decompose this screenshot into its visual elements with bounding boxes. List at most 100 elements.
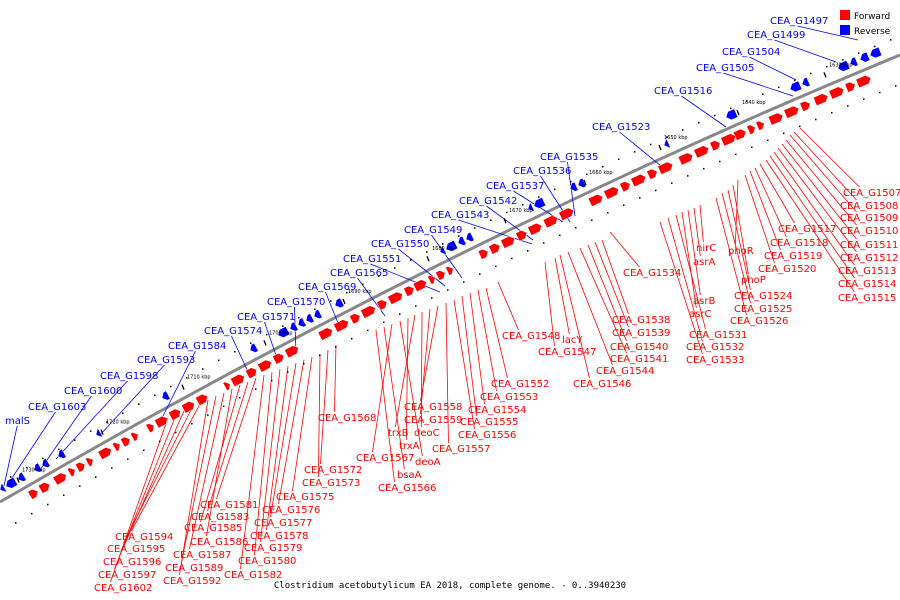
- forward-leader-line: [119, 410, 185, 557]
- forward-gene-label: CEA_G1526: [730, 316, 788, 327]
- forward-gene-label: CEA_G1582: [224, 570, 282, 581]
- forward-gene-label: CEA_G1555: [460, 417, 518, 428]
- forward-gene-label: CEA_G1544: [596, 366, 654, 377]
- minor-tick-dot: [15, 522, 17, 524]
- forward-leader-line: [270, 362, 297, 518]
- forward-gene-arrow: [360, 305, 376, 319]
- kbp-tick-label: 1650 kbp: [664, 135, 688, 141]
- forward-gene-arrow: [587, 193, 603, 207]
- reverse-gene-label: CEA_G1600: [64, 386, 122, 397]
- forward-gene-arrow: [799, 100, 811, 112]
- minor-tick-dot: [698, 121, 700, 124]
- forward-leader-line: [110, 417, 169, 583]
- minor-tick-dot: [538, 196, 540, 198]
- forward-gene-label: CEA_G1539: [612, 328, 670, 339]
- minor-tick-dot: [815, 118, 817, 121]
- reverse-gene-arrow: [57, 448, 67, 459]
- forward-leader-line: [727, 189, 751, 291]
- minor-tick-dot: [634, 151, 636, 153]
- reverse-gene-label: CEA_G1549: [404, 225, 462, 236]
- forward-gene-arrow: [542, 215, 558, 229]
- reverse-gene-label: CEA_G1571: [237, 312, 295, 323]
- forward-leader-line: [789, 134, 857, 213]
- forward-gene-arrow: [677, 152, 694, 166]
- reverse-gene-label: CEA_G1565: [330, 268, 388, 279]
- reverse-gene-arrow: [439, 245, 447, 255]
- minor-tick-dot: [234, 350, 236, 353]
- forward-gene-label: CEA_G1514: [838, 279, 896, 290]
- minor-tick-dot: [58, 448, 60, 451]
- forward-leader-line: [732, 184, 749, 275]
- forward-gene-label: CEA_G1507: [843, 188, 900, 199]
- forward-gene-arrow: [855, 75, 872, 89]
- reverse-gene-label: CEA_G1523: [592, 122, 650, 133]
- reverse-leader-line: [681, 95, 727, 128]
- minor-tick-dot: [250, 342, 252, 344]
- minor-tick-dot: [703, 167, 705, 170]
- forward-gene-arrow: [746, 124, 756, 135]
- forward-leader-line: [769, 155, 855, 279]
- reverse-leader-line: [39, 395, 92, 471]
- reverse-leader-line: [398, 248, 446, 287]
- kbp-tick-mark: [181, 384, 185, 390]
- minor-tick-dot: [47, 503, 49, 506]
- reverse-leader-line: [370, 263, 441, 293]
- forward-gene-arrow: [272, 353, 285, 365]
- forward-gene-label: CEA_G1520: [758, 264, 816, 275]
- kbp-tick-label: 1710 kbp: [187, 375, 211, 381]
- minor-tick-dot: [767, 139, 769, 142]
- minor-tick-dot: [122, 412, 124, 414]
- minor-tick-dot: [378, 275, 380, 278]
- forward-gene-label: nirC: [696, 243, 716, 254]
- minor-tick-dot: [111, 467, 113, 469]
- minor-tick-dot: [842, 59, 844, 61]
- reverse-gene-arrow: [533, 197, 547, 209]
- kbp-tick-mark: [263, 340, 267, 346]
- minor-tick-dot: [367, 329, 369, 332]
- minor-tick-dot: [799, 125, 801, 128]
- minor-tick-dot: [31, 512, 33, 515]
- forward-leader-line: [131, 403, 201, 532]
- minor-tick-dot: [794, 79, 796, 82]
- forward-gene-label: CEA_G1546: [573, 379, 631, 390]
- minor-tick-dot: [351, 337, 353, 340]
- reverse-gene-arrow: [725, 108, 739, 121]
- reverse-gene-label: CEA_G1584: [168, 341, 226, 352]
- reverse-gene-arrow: [445, 239, 459, 252]
- forward-gene-arrows: [27, 75, 872, 500]
- forward-leader-line: [469, 292, 485, 405]
- minor-tick-dot: [266, 333, 268, 336]
- forward-gene-label: CEA_G1556: [458, 430, 516, 441]
- minor-tick-dot: [218, 359, 220, 362]
- forward-gene-label: CEA_G1541: [610, 354, 668, 365]
- reverse-leader-line: [3, 425, 18, 487]
- forward-leader-line: [749, 170, 781, 251]
- minor-tick-dot: [778, 86, 780, 89]
- forward-gene-label: CEA_G1513: [838, 266, 896, 277]
- kbp-tick-label: 1720 kbp: [106, 420, 130, 426]
- minor-tick-dot: [575, 227, 577, 229]
- minor-tick-dot: [431, 297, 433, 299]
- kbp-tick-label: 1670 kbp: [509, 208, 533, 214]
- minor-tick-dot: [730, 107, 732, 110]
- forward-leader-line: [372, 323, 393, 453]
- minor-tick-dot: [586, 173, 588, 175]
- reverse-gene-label: CEA_G1499: [747, 30, 805, 41]
- minor-tick-dot: [607, 211, 609, 214]
- forward-gene-label: CEA_G1576: [262, 505, 320, 516]
- forward-gene-label: CEA_G1597: [98, 570, 156, 581]
- minor-tick-dot: [810, 72, 812, 75]
- forward-gene-arrow: [412, 279, 427, 293]
- forward-leader-line: [785, 139, 857, 226]
- forward-leader-line: [799, 127, 860, 188]
- minor-tick-dot: [282, 325, 284, 327]
- forward-gene-label: CEA_G1559: [404, 415, 462, 426]
- minor-tick-dot: [479, 273, 481, 275]
- forward-gene-label: CEA_G1566: [378, 483, 436, 494]
- reverse-leader-line: [55, 380, 128, 460]
- forward-gene-label: CEA_G1583: [191, 512, 249, 523]
- reverse-gene-arrow: [297, 317, 307, 328]
- forward-leader-lines: [110, 127, 860, 583]
- forward-gene-arrow: [167, 408, 181, 421]
